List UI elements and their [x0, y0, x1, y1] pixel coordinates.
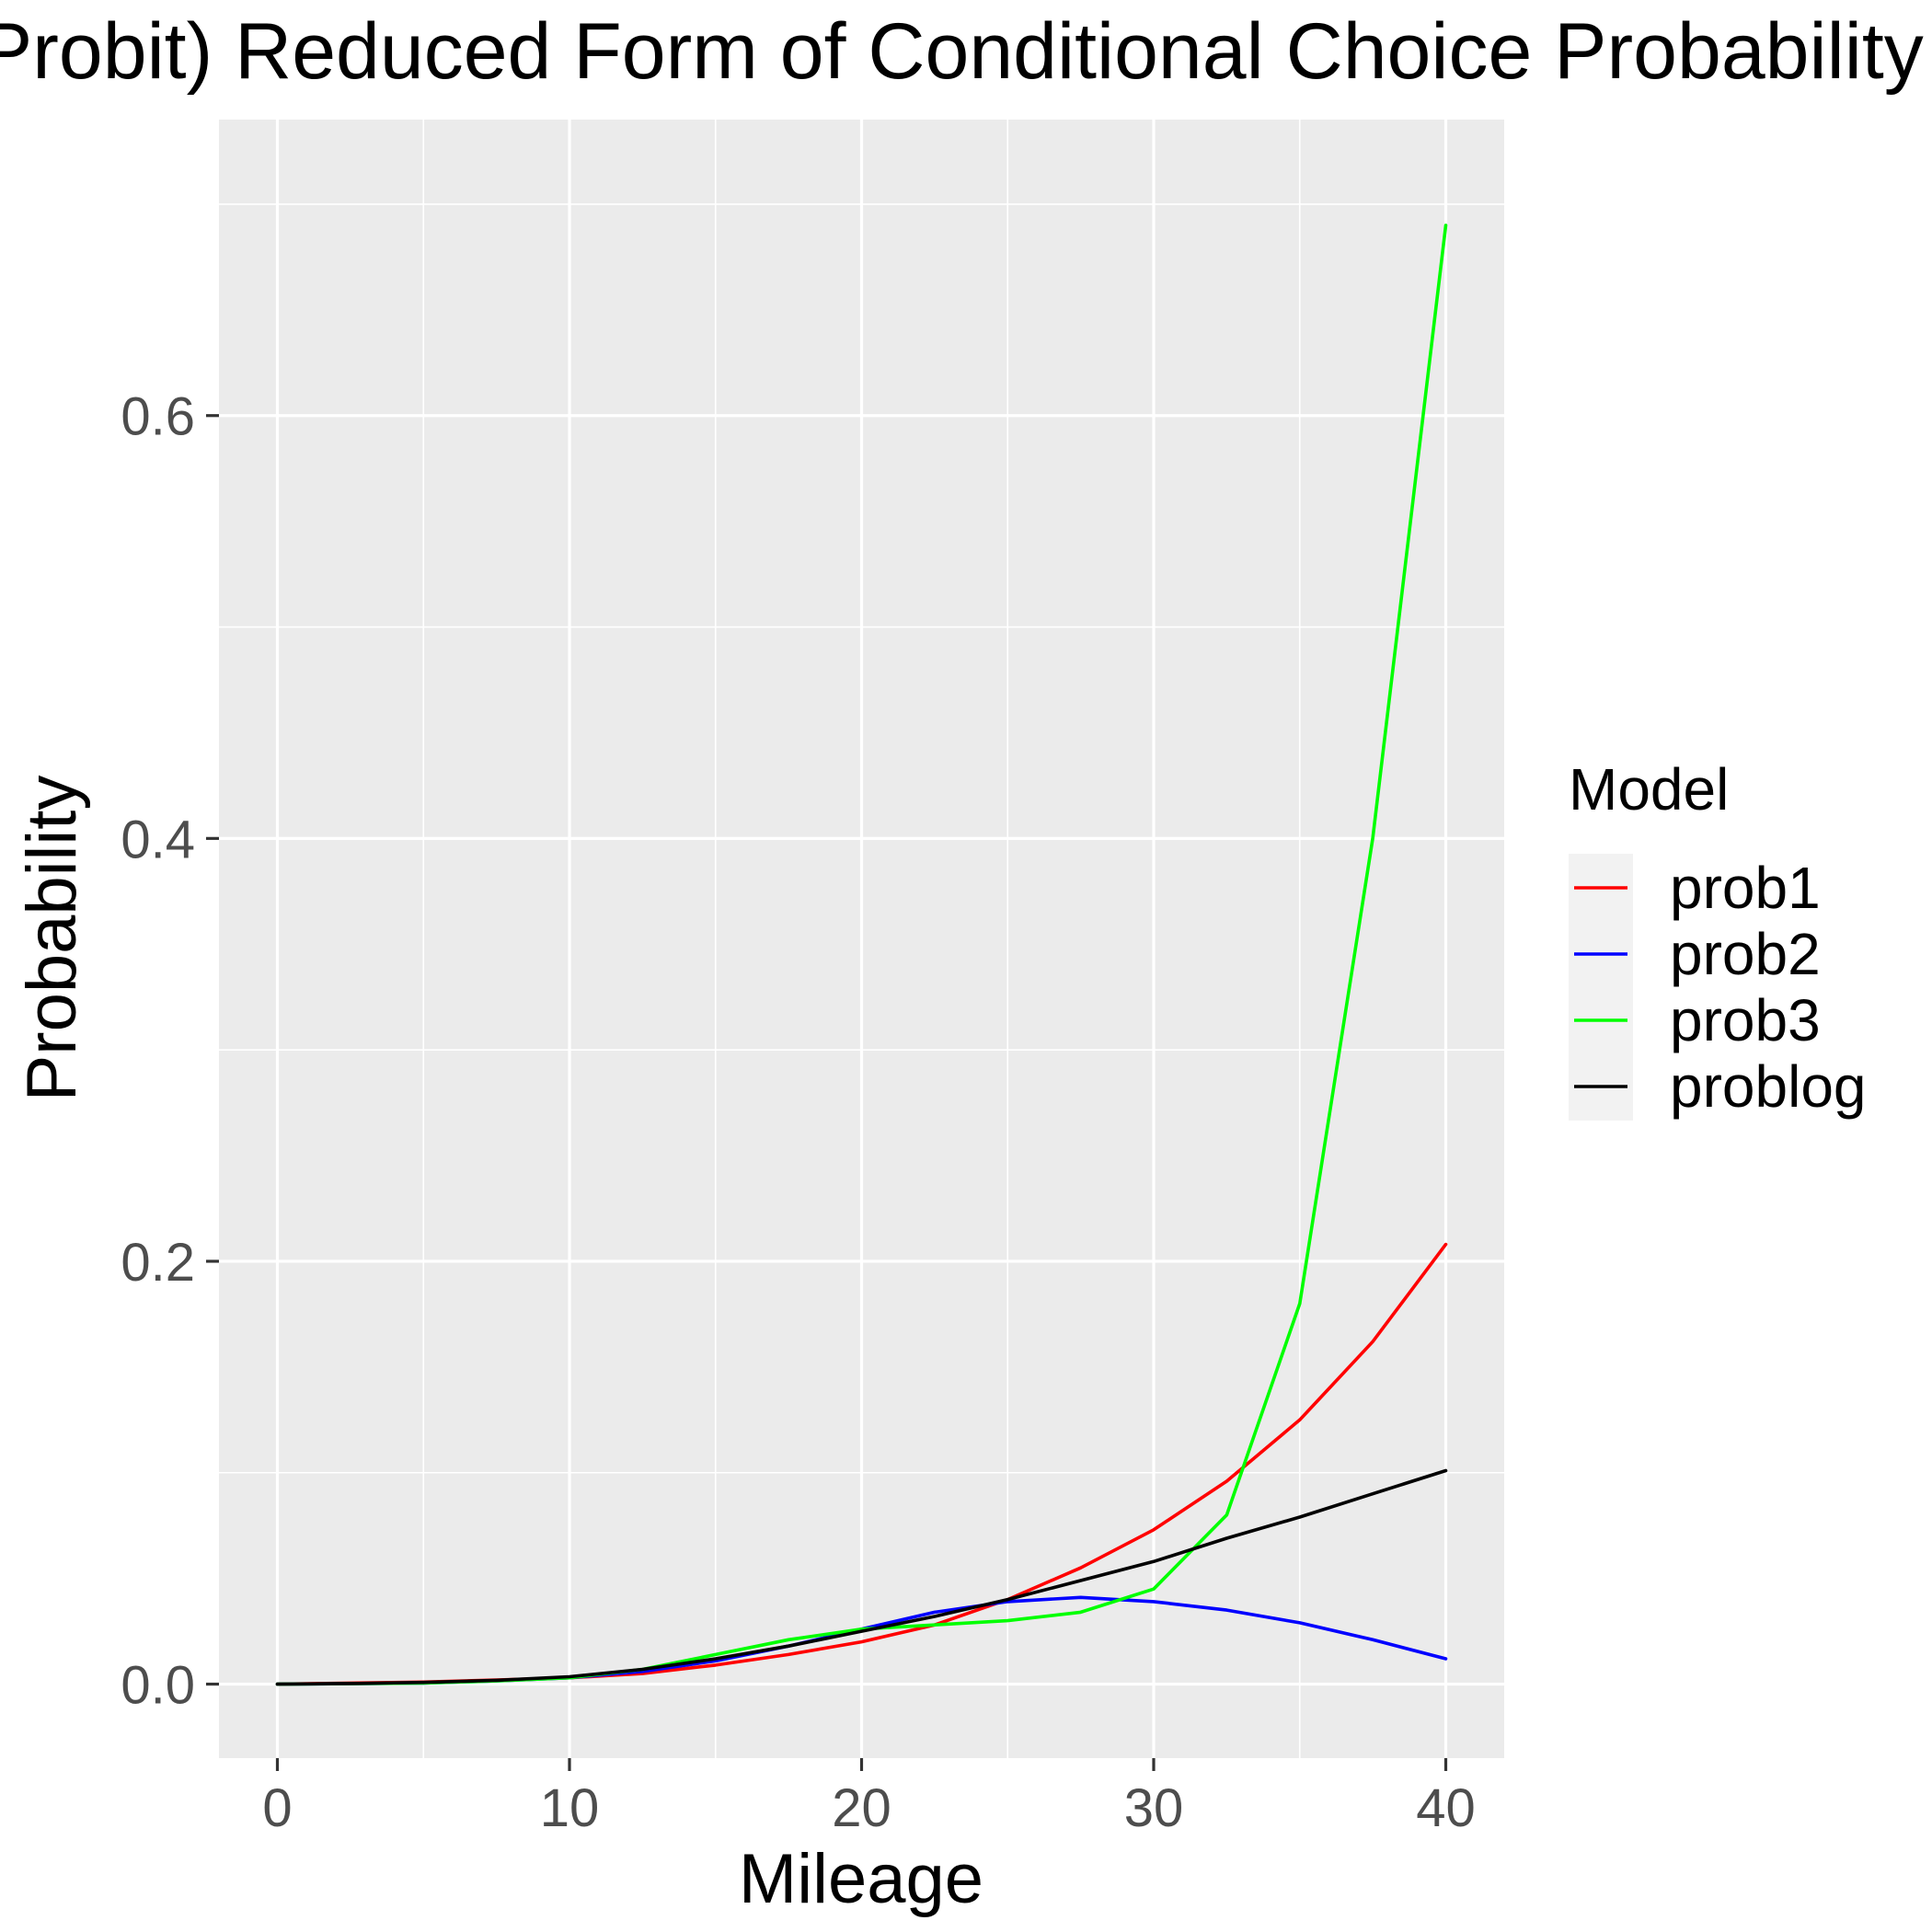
legend-label-prob2: prob2 [1670, 921, 1821, 987]
y-tick-label: 0.4 [121, 810, 195, 869]
series-line-problog [275, 1468, 1448, 1686]
x-tick-label: 10 [540, 1778, 600, 1838]
y-tick-label: 0.0 [121, 1656, 195, 1716]
y-tick-label: 0.2 [121, 1233, 195, 1293]
x-tick-label: 40 [1416, 1778, 1476, 1838]
x-tick-labels: 0 10 20 30 40 [262, 1778, 1475, 1838]
legend-key-background [1569, 854, 1633, 1121]
x-tick-label: 30 [1124, 1778, 1184, 1838]
y-tick-label: 0.6 [121, 387, 195, 447]
y-tick-labels: 0.0 0.2 0.4 0.6 [121, 387, 195, 1716]
series-lines [275, 224, 1448, 1686]
legend-label-prob3: prob3 [1670, 987, 1821, 1053]
x-tick-label: 20 [832, 1778, 891, 1838]
x-tick-label: 0 [262, 1778, 292, 1838]
y-axis-title: Probability [13, 776, 91, 1102]
legend-label-problog: problog [1670, 1053, 1867, 1120]
axis-ticks [206, 414, 1448, 1771]
legend-title: Model [1569, 756, 1729, 822]
legend-label-prob1: prob1 [1670, 855, 1821, 921]
chart-title: (Probit) Reduced Form of Conditional Cho… [0, 7, 1924, 96]
x-axis-title: Mileage [739, 1840, 983, 1918]
grid-major-lines [219, 120, 1504, 1758]
